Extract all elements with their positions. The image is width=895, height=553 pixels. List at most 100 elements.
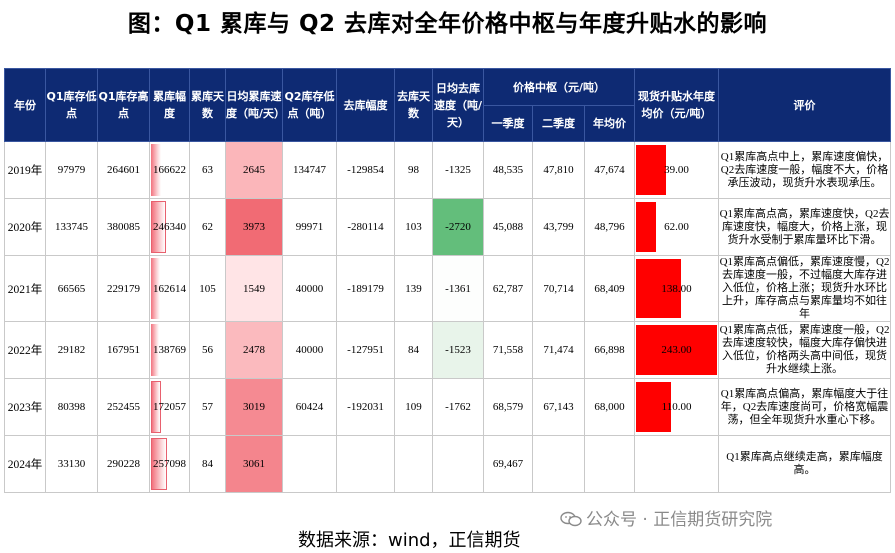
- cell-spot-premium: [634, 435, 720, 493]
- cell-draw-amp: -129854: [336, 141, 395, 199]
- header-year: 年份: [4, 68, 46, 142]
- table-body: 2019年 97979 264601 166622 63 2645 134747 -12985…: [4, 141, 892, 493]
- cell-daily-build: 2645: [225, 141, 283, 199]
- cell-year: 2021年: [4, 255, 46, 322]
- header-comment: 评价: [718, 68, 892, 142]
- cell-q1-price: 45,088: [483, 198, 533, 256]
- cell-q2-low: 40000: [282, 321, 337, 379]
- cell-q1-price: 71,558: [483, 321, 533, 379]
- cell-build-days: 62: [189, 198, 226, 256]
- spot-premium-value: 110.00: [661, 401, 692, 413]
- table-row: 2021年 66565 229179 162614 105 1549 40000 -18917…: [4, 255, 892, 322]
- cell-draw-amp: -192031: [336, 378, 395, 436]
- header-build-amp: 累库幅度: [149, 68, 190, 142]
- build-amp-databar: [151, 258, 161, 319]
- cell-q2-low: 99971: [282, 198, 337, 256]
- cell-q2-price: 71,474: [532, 321, 585, 379]
- cell-year: 2022年: [4, 321, 46, 379]
- cell-q1-price: 48,535: [483, 141, 533, 199]
- build-amp-value: 172057: [153, 401, 186, 413]
- cell-spot-premium: 39.00: [634, 141, 720, 199]
- cell-draw-days: 109: [394, 378, 433, 436]
- header-annual-price: 年均价: [583, 105, 636, 142]
- build-amp-value: 246340: [153, 221, 186, 233]
- cell-q1-low: 33130: [45, 435, 98, 493]
- cell-q2-price: 47,810: [532, 141, 585, 199]
- watermark: 公众号 · 正信期货研究院: [560, 505, 772, 530]
- cell-draw-amp: -280114: [336, 198, 395, 256]
- build-amp-value: 138769: [153, 344, 186, 356]
- spot-premium-value: 138.00: [661, 282, 692, 295]
- cell-q1-high: 380085: [97, 198, 150, 256]
- cell-build-days: 105: [189, 255, 226, 322]
- cell-daily-build: 3061: [225, 435, 283, 493]
- cell-build-days: 56: [189, 321, 226, 379]
- table-row: 2019年 97979 264601 166622 63 2645 134747 -12985…: [4, 141, 892, 199]
- cell-annual-price: [583, 435, 636, 493]
- cell-q2-low: 40000: [282, 255, 337, 322]
- build-amp-databar: [151, 381, 162, 433]
- cell-build-amp: 246340: [149, 198, 190, 256]
- cell-annual-price: 68,409: [583, 255, 636, 322]
- header-q1-high: Q1库存高点: [97, 68, 150, 142]
- cell-year: 2020年: [4, 198, 46, 256]
- table-row: 2023年 80398 252455 172057 57 3019 60424 -192031…: [4, 378, 892, 436]
- cell-q2-low: [282, 435, 337, 493]
- cell-draw-days: 98: [394, 141, 433, 199]
- cell-build-days: 84: [189, 435, 226, 493]
- spot-premium-databar: [636, 382, 672, 432]
- header-daily-build: 日均累库速度（吨/天）: [225, 68, 283, 142]
- cell-q2-low: 60424: [282, 378, 337, 436]
- header-daily-draw: 日均去库速度（吨/天）: [432, 68, 484, 142]
- table-row: 2024年 33130 290228 257098 84 3061 69,467 Q1累库高点…: [4, 435, 892, 493]
- cell-spot-premium: 138.00: [634, 255, 720, 322]
- build-amp-value: 162614: [153, 282, 186, 295]
- cell-comment: Q1累库高点中上，累库速度偏快，Q2去库速度一般，幅度不大，价格承压波动，现货升…: [718, 141, 892, 199]
- cell-daily-build: 2478: [225, 321, 283, 379]
- page-title: 图：Q1 累库与 Q2 去库对全年价格中枢与年度升贴水的影响: [127, 11, 768, 37]
- cell-year: 2024年: [4, 435, 46, 493]
- cell-build-amp: 172057: [149, 378, 190, 436]
- header-spot-premium: 现货升贴水年度均价（元/吨）: [634, 68, 720, 142]
- spot-premium-databar: [636, 145, 667, 195]
- build-amp-databar: [151, 201, 167, 253]
- cell-q1-price: 69,467: [483, 435, 533, 493]
- cell-q1-low: 66565: [45, 255, 98, 322]
- cell-q1-price: 62,787: [483, 255, 533, 322]
- cell-daily-build: 3019: [225, 378, 283, 436]
- cell-annual-price: 66,898: [583, 321, 636, 379]
- cell-spot-premium: 62.00: [634, 198, 720, 256]
- cell-q1-low: 29182: [45, 321, 98, 379]
- cell-q2-price: 70,714: [532, 255, 585, 322]
- spot-premium-databar: [636, 325, 718, 375]
- header-draw-days: 去库天数: [394, 68, 433, 142]
- cell-draw-days: 84: [394, 321, 433, 379]
- cell-comment: Q1累库高点偏低，累库速度慢，Q2去库速度一般，不过幅度大库存进入低位，价格上涨…: [718, 255, 892, 322]
- cell-q2-price: [532, 435, 585, 493]
- cell-daily-draw: -2720: [432, 198, 484, 256]
- header-q2-price: 二季度: [532, 105, 585, 142]
- cell-comment: Q1累库高点低，累库速度一般，Q2去库速度较快，幅度大库存偏快进入低位，价格两头…: [718, 321, 892, 379]
- build-amp-value: 257098: [153, 458, 186, 470]
- cell-daily-draw: -1523: [432, 321, 484, 379]
- cell-year: 2023年: [4, 378, 46, 436]
- data-table: 年份 Q1库存低点 Q1库存高点 累库幅度 累库天数 日均累库速度（吨/天） Q…: [4, 68, 892, 493]
- cell-q1-high: 264601: [97, 141, 150, 199]
- cell-build-amp: 138769: [149, 321, 190, 379]
- cell-daily-build: 1549: [225, 255, 283, 322]
- header-q1-price: 一季度: [483, 105, 533, 142]
- cell-draw-days: 103: [394, 198, 433, 256]
- header-q1-low: Q1库存低点: [45, 68, 98, 142]
- build-amp-value: 166622: [153, 164, 186, 176]
- cell-daily-draw: -1361: [432, 255, 484, 322]
- header-q2-low: Q2库存低点（吨）: [282, 68, 337, 142]
- cell-annual-price: 68,000: [583, 378, 636, 436]
- spot-premium-value: 243.00: [661, 344, 692, 356]
- cell-year: 2019年: [4, 141, 46, 199]
- cell-draw-days: [394, 435, 433, 493]
- cell-draw-amp: -189179: [336, 255, 395, 322]
- cell-q2-price: 67,143: [532, 378, 585, 436]
- cell-build-days: 57: [189, 378, 226, 436]
- cell-spot-premium: 110.00: [634, 378, 720, 436]
- cell-comment: Q1累库高点继续走高，累库幅度高。: [718, 435, 892, 493]
